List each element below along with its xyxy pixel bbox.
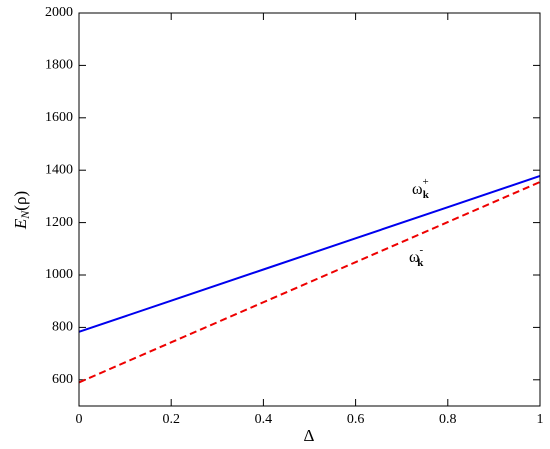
y-tick-label: 1200	[45, 215, 73, 230]
y-tick-label: 1800	[45, 58, 73, 73]
x-tick-label: 1	[537, 412, 544, 427]
annotation: ω+ k	[412, 176, 430, 201]
y-tick-label: 1600	[45, 110, 73, 125]
y-label-rest: (ρ)	[11, 191, 30, 211]
x-axis-label: Δ	[304, 426, 315, 445]
annotation-sup: -	[420, 244, 424, 256]
annotation: ω-k	[409, 244, 424, 269]
annotation-symbol: ω	[412, 181, 423, 198]
x-tick-label: 0.6	[347, 412, 365, 427]
y-tick-label: 2000	[45, 5, 73, 20]
y-tick-label: 1000	[45, 267, 73, 282]
x-tick-label: 0.8	[439, 412, 457, 427]
x-tick-label: 0.4	[255, 412, 273, 427]
y-label-sub: N	[18, 210, 32, 220]
annotation-symbol: ω	[409, 249, 420, 266]
plot-frame	[78, 12, 541, 407]
y-axis-label: EN(ρ)	[11, 191, 32, 230]
annotation-sup: +	[423, 176, 429, 188]
line-series	[78, 175, 541, 333]
y-tick-label: 800	[52, 320, 73, 335]
y-axis-label-text: EN(ρ)	[11, 191, 32, 230]
x-tick-label: 0.2	[162, 412, 180, 427]
y-tick-label: 600	[52, 372, 73, 387]
line-series	[78, 181, 541, 384]
annotation-sub: k	[423, 189, 430, 201]
x-tick-label: 0	[76, 412, 83, 427]
annotation-sub: k	[417, 257, 424, 269]
y-label-main: E	[11, 218, 30, 230]
y-tick-label: 1400	[45, 162, 73, 177]
